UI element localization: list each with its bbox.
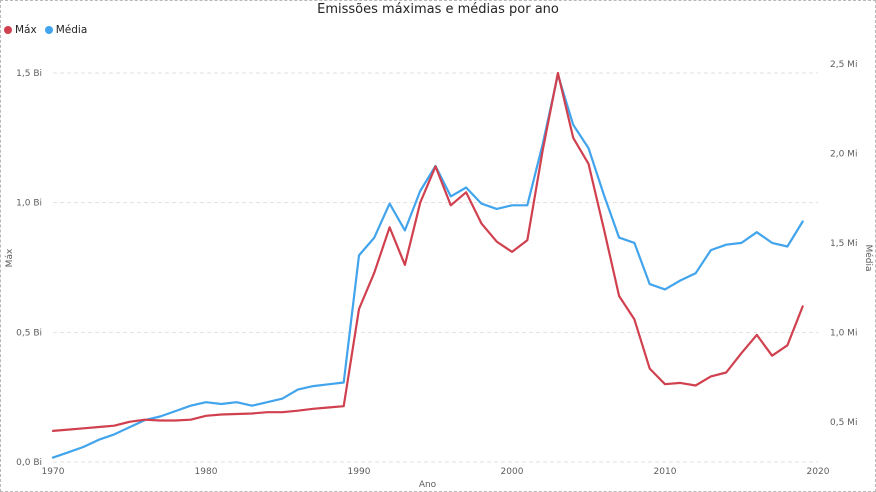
x-tick-label: 1970	[42, 467, 65, 477]
legend-marker-max	[4, 26, 12, 34]
y-right-tick-label: 2,5 Mi	[830, 60, 857, 70]
y-right-tick-label: 0,5 Mi	[830, 418, 857, 428]
legend: Máx Média	[4, 24, 87, 36]
y-right-tick-label: 1,0 Mi	[830, 328, 857, 338]
y-left-tick-label: 1,0 Bi	[16, 199, 42, 209]
y-right-axis-title: Média	[863, 244, 874, 271]
x-tick-label: 1990	[348, 467, 371, 477]
legend-marker-media	[44, 26, 53, 34]
legend-label-max: Máx	[15, 24, 37, 36]
y-right-tick-label: 2,0 Mi	[830, 149, 857, 159]
y-right-tick-label: 1,5 Mi	[830, 239, 857, 249]
x-tick-label: 2000	[501, 467, 524, 477]
y-left-tick-label: 1,5 Bi	[16, 69, 42, 79]
y-left-axis-title: Máx	[5, 248, 15, 267]
legend-item-max[interactable]: Máx	[4, 24, 37, 36]
x-axis-title: Ano	[419, 480, 437, 490]
x-tick-label: 1980	[195, 467, 218, 477]
series-line-media	[51, 73, 804, 459]
legend-item-media[interactable]: Média	[44, 24, 88, 36]
chart-title: Emissões máximas e médias por ano	[317, 2, 559, 17]
x-tick-label: 2010	[654, 467, 677, 477]
legend-label-media: Média	[55, 24, 88, 36]
series-line-max	[51, 71, 804, 432]
y-left-tick-label: 0,0 Bi	[16, 458, 42, 468]
y-left-tick-label: 0,5 Bi	[16, 328, 42, 338]
x-tick-label: 2020	[807, 467, 830, 477]
